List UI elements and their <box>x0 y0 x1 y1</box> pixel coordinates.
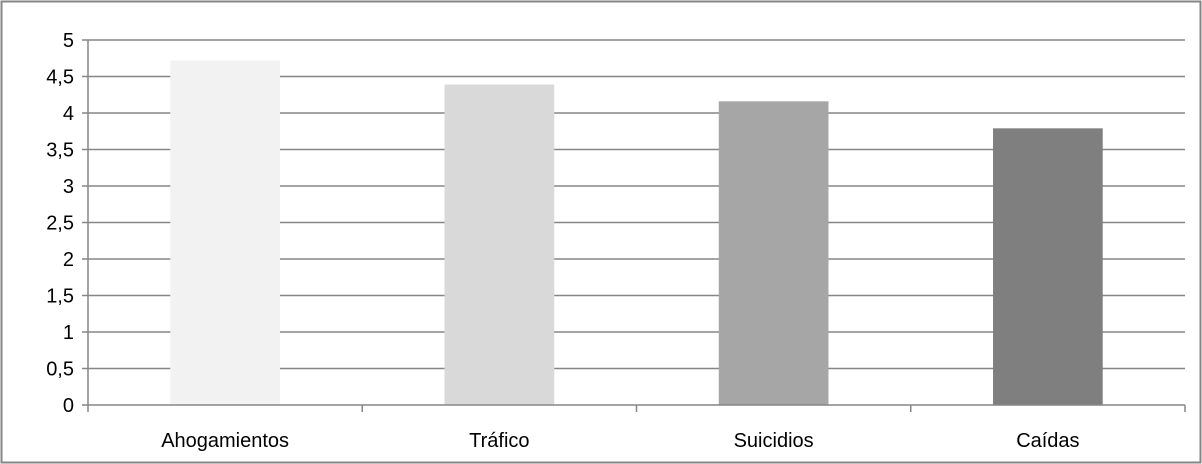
axes <box>87 40 1186 412</box>
x-category-label: Tráfico <box>469 430 529 452</box>
y-tick-label: 5 <box>63 30 74 52</box>
bar-ahogamientos <box>170 60 280 405</box>
y-tick-label: 2,5 <box>46 213 74 235</box>
bar-caídas <box>993 128 1103 405</box>
y-tick-label: 1 <box>63 322 74 344</box>
x-category-label: Ahogamientos <box>161 430 289 452</box>
y-tick-label: 2 <box>63 249 74 271</box>
y-tick-label: 1,5 <box>46 286 74 308</box>
bar-tráfico <box>444 84 555 405</box>
y-tick-label: 4,5 <box>46 67 74 89</box>
bars <box>170 60 1103 405</box>
bar-suicidios <box>718 101 829 405</box>
x-category-label: Suicidios <box>734 430 814 452</box>
y-tick-label: 0,5 <box>46 359 74 381</box>
y-tick-label: 0 <box>63 395 74 417</box>
y-tick-label: 4 <box>63 103 74 125</box>
x-category-label: Caídas <box>1016 430 1079 452</box>
y-tick-label: 3,5 <box>46 140 74 162</box>
x-axis-category-labels: Ahogamientos Tráfico Suicidios Caídas <box>161 430 1079 452</box>
y-tick-label: 3 <box>63 176 74 198</box>
y-axis-tick-labels: 0 0,5 1 1,5 2 2,5 3 3,5 4 4,5 5 <box>46 30 74 417</box>
